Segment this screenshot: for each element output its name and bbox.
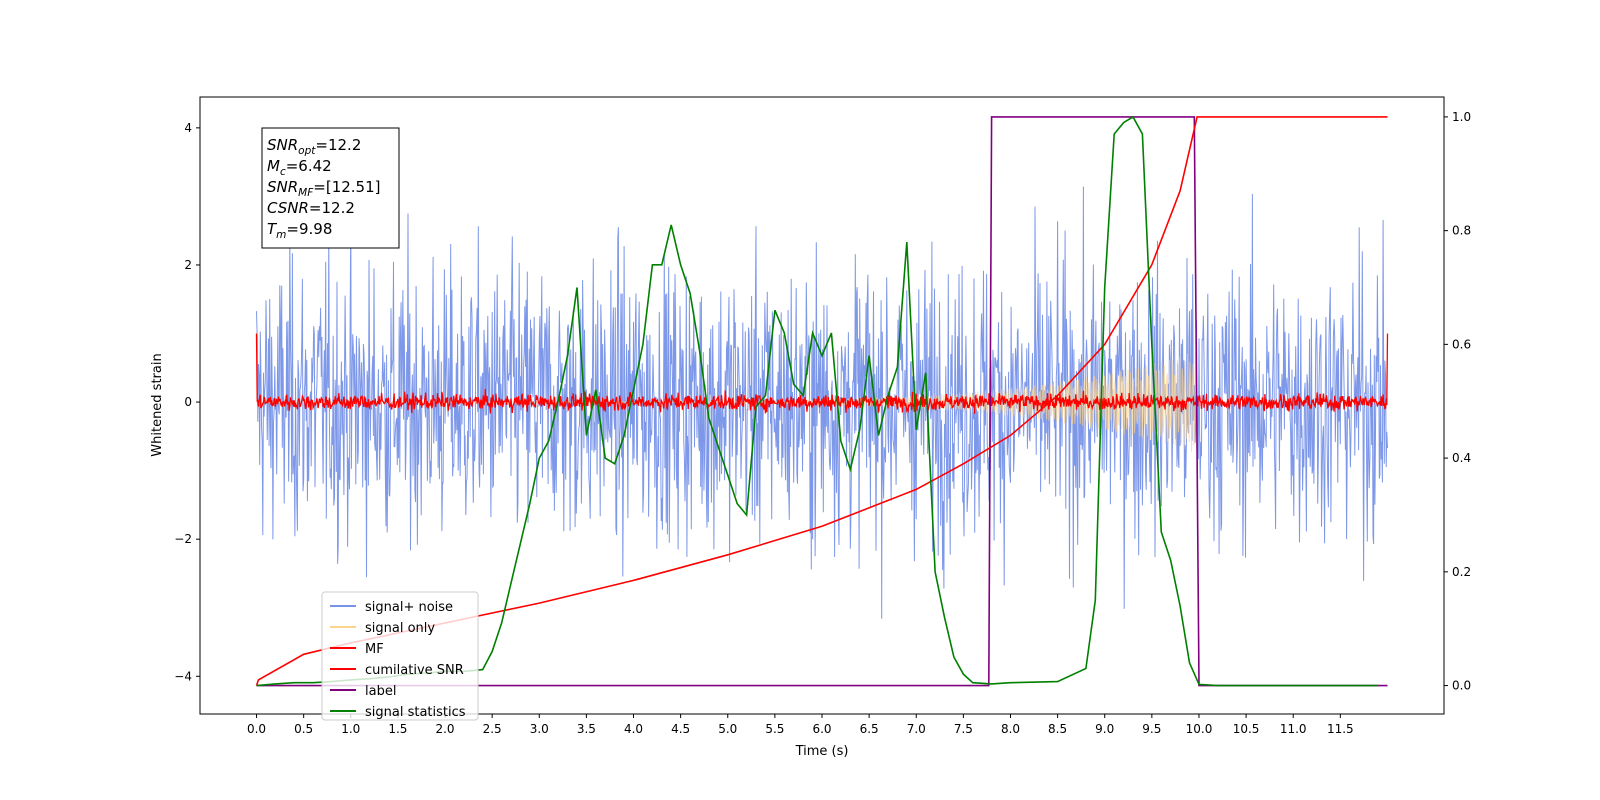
mf-line — [255, 333, 1389, 414]
annotation-line: SNRMF=[12.51] — [267, 178, 381, 199]
y-tick-label: −4 — [174, 669, 192, 683]
x-tick-label: 9.5 — [1142, 722, 1161, 736]
legend-label: signal statistics — [365, 705, 466, 720]
x-tick-label: 5.5 — [765, 722, 784, 736]
y-axis-label: Whitened strain — [150, 353, 165, 456]
series-2 — [255, 333, 1389, 414]
legend-frame — [321, 591, 479, 721]
legend-label: cumilative SNR — [365, 663, 464, 678]
x-tick-label: 11.0 — [1280, 722, 1307, 736]
x-tick-label: 6.5 — [860, 722, 879, 736]
x-tick-label: 8.5 — [1048, 722, 1067, 736]
annotation-subscript: opt — [298, 145, 316, 157]
y-tick-label: 2 — [184, 258, 192, 272]
x-tick-label: 3.0 — [530, 722, 549, 736]
y-tick-label: 0 — [184, 395, 192, 409]
x-tick-label: 0.5 — [294, 722, 313, 736]
legend-label: MF — [365, 642, 384, 657]
annotation-value: =9.98 — [286, 220, 332, 238]
x-tick-label: 8.0 — [1001, 722, 1020, 736]
annotation-symbol: M — [267, 157, 280, 175]
annotation-subscript: MF — [298, 187, 314, 199]
annotation-value: =12.2 — [315, 136, 361, 154]
x-tick-label: 4.5 — [671, 722, 690, 736]
x-tick-label: 9.0 — [1095, 722, 1114, 736]
x-tick-label: 7.5 — [954, 722, 973, 736]
annotation-line: CSNR=12.2 — [267, 199, 355, 217]
annotation-subscript: m — [276, 229, 286, 241]
signal-statistics-line — [256, 115, 1378, 687]
x-axis: 0.0 0.5 1.0 1.5 2.0 2.5 3.0 3.5 4.0 4.5 5.0 5.5 6.0 6… — [247, 714, 1354, 736]
x-tick-label: 7.0 — [907, 722, 926, 736]
annotation-symbol: CSNR — [267, 199, 309, 217]
x-axis-label: Time (s) — [795, 744, 849, 759]
y-tick-label: −2 — [174, 532, 192, 546]
x-tick-label: 1.5 — [388, 722, 407, 736]
series-5 — [256, 115, 1378, 687]
y2-tick-label: 0.4 — [1452, 451, 1471, 465]
annotation-symbol: SNR — [267, 136, 298, 154]
annotation-line: Tm=9.98 — [267, 220, 332, 241]
annotation-line: SNRopt=12.2 — [267, 136, 361, 157]
legend-label: signal+ noise — [365, 600, 453, 615]
legend-label: label — [365, 684, 396, 699]
x-tick-label: 2.0 — [435, 722, 454, 736]
y2-tick-label: 0.0 — [1452, 679, 1471, 693]
annotation-symbol: T — [267, 220, 278, 238]
legend: signal+ noise signal only MF cumilative SNR… — [321, 591, 479, 721]
annotation-symbol: SNR — [267, 178, 298, 196]
y2-tick-label: 0.8 — [1452, 224, 1471, 238]
annotation-value: =[12.51] — [313, 178, 380, 196]
legend-label: signal only — [365, 621, 435, 636]
annotation-value: =6.42 — [286, 157, 332, 175]
annotation-box: SNRopt=12.2Mc=6.42SNRMF=[12.51]CSNR=12.2… — [261, 127, 400, 249]
x-tick-label: 11.5 — [1327, 722, 1354, 736]
x-tick-label: 5.0 — [718, 722, 737, 736]
annotation-value: =12.2 — [309, 199, 355, 217]
x-tick-label: 0.0 — [247, 722, 266, 736]
x-tick-label: 4.0 — [624, 722, 643, 736]
annotation-frame — [261, 127, 400, 249]
x-tick-label: 10.5 — [1233, 722, 1260, 736]
y2-tick-label: 0.2 — [1452, 565, 1471, 579]
y-axis-left: −4 −2 0 2 4 — [174, 121, 200, 683]
x-tick-label: 6.0 — [812, 722, 831, 736]
annotation-subscript: c — [280, 166, 286, 178]
x-tick-label: 3.5 — [577, 722, 596, 736]
y-axis-right: 0.0 0.2 0.4 0.6 0.8 1.0 — [1444, 110, 1471, 693]
y-tick-label: 4 — [184, 121, 192, 135]
y2-tick-label: 1.0 — [1452, 110, 1471, 124]
x-tick-label: 1.0 — [341, 722, 360, 736]
x-tick-label: 2.5 — [483, 722, 502, 736]
x-tick-label: 10.0 — [1186, 722, 1213, 736]
annotation-line: Mc=6.42 — [267, 157, 332, 178]
y2-tick-label: 0.6 — [1452, 337, 1471, 351]
